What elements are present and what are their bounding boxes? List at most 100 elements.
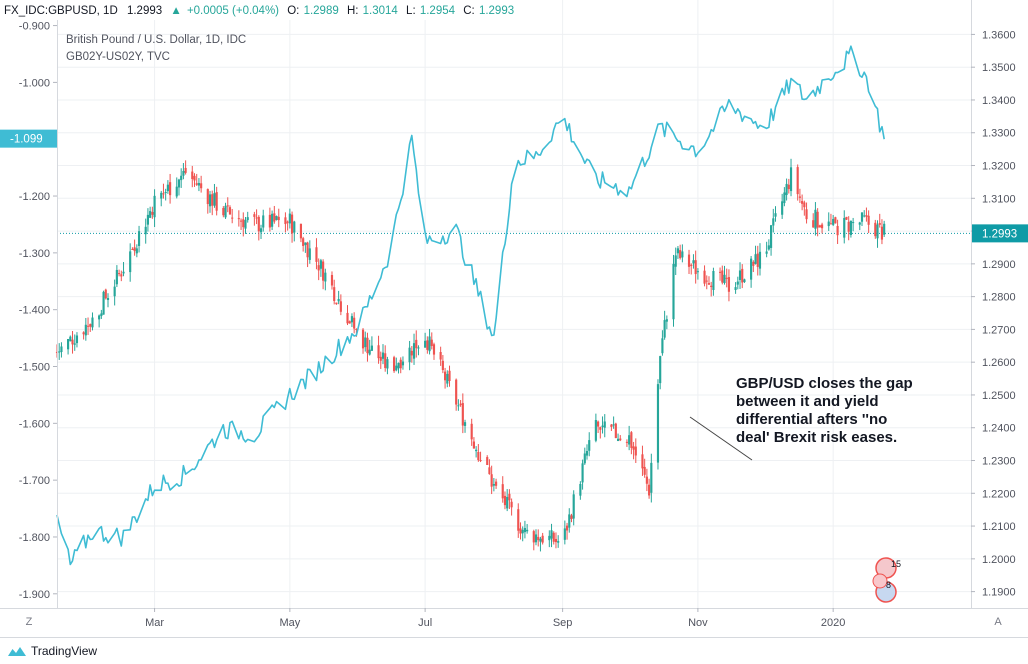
candle-down	[703, 265, 706, 287]
candle-down	[237, 210, 240, 227]
candle-body	[271, 213, 274, 227]
candle-body	[568, 514, 571, 528]
candle-body	[319, 260, 322, 269]
candle-body	[550, 530, 553, 539]
right-axis-tick-label: 1.2800	[982, 292, 1016, 304]
symbol-label: FX_IDC:GBPUSD, 1D	[4, 5, 118, 17]
candle-body	[834, 217, 837, 224]
candle-body	[339, 301, 342, 312]
candle-body	[880, 226, 884, 240]
candle-up	[408, 340, 411, 371]
candle-down	[353, 312, 356, 334]
candle-up	[401, 356, 405, 370]
candle-body	[534, 534, 538, 543]
auto-scale-button[interactable]: A	[994, 616, 1002, 628]
candle-body	[486, 457, 489, 465]
overlay-series-legend[interactable]: GB02Y-US02Y, TVC	[66, 51, 170, 63]
candle-up	[146, 208, 150, 232]
main-series-legend[interactable]: British Pound / U.S. Dollar, 1D, IDC	[66, 34, 246, 46]
candle-body	[253, 214, 256, 217]
candle-down	[878, 213, 881, 228]
candle-down	[339, 294, 342, 316]
candle-body	[812, 220, 815, 228]
candle-body	[86, 325, 90, 327]
candle-up	[849, 220, 852, 238]
candle-body	[501, 484, 504, 499]
open-value: 1.2989	[304, 5, 339, 17]
candle-body	[293, 221, 296, 233]
candle-up	[692, 254, 695, 269]
time-axis[interactable]: Mar May Jul Sep Nov 2020	[145, 608, 845, 629]
annotation-text[interactable]: GBP/USD closes the gap between it and yi…	[736, 375, 917, 446]
price-chart[interactable]: -0.900-1.000-1.100-1.200-1.300-1.400-1.5…	[0, 0, 1028, 637]
candle-body	[67, 339, 70, 350]
yield-spread-series[interactable]	[56, 45, 885, 566]
candle-body	[353, 317, 356, 329]
candle-body	[874, 222, 877, 237]
candle-up	[765, 241, 768, 258]
candle-up	[852, 217, 855, 232]
candle-body	[290, 214, 294, 234]
candle-down	[847, 216, 850, 241]
candle-down	[687, 249, 691, 274]
candle-body	[475, 449, 478, 452]
candle-down	[707, 276, 711, 285]
candle-down	[268, 207, 271, 232]
candle-down	[570, 513, 573, 523]
right-axis-tick-label: 1.3200	[982, 161, 1016, 173]
economic-events-badge[interactable]: 15 8	[872, 557, 901, 603]
candle-body	[565, 525, 569, 531]
zoom-corner-button[interactable]: Z	[26, 616, 33, 628]
event-badge-middle[interactable]	[872, 573, 888, 589]
candle-down	[317, 258, 320, 281]
candle-up	[736, 276, 739, 290]
candle-up	[674, 247, 677, 276]
candle-body	[60, 346, 63, 352]
candle-body	[226, 205, 229, 207]
candle-down	[648, 478, 651, 499]
candle-body	[304, 242, 307, 245]
candle-down	[643, 458, 646, 478]
candle-body	[503, 495, 507, 506]
right-axis-tick-label: 1.3400	[982, 95, 1016, 107]
candle-up	[102, 290, 105, 315]
candle-body	[330, 274, 334, 286]
candle-body	[492, 484, 495, 486]
candle-down	[798, 188, 801, 203]
right-axis[interactable]: 1.1900 1.2000 1.2100 1.2200 1.2300 1.2400 1.25…	[971, 29, 1016, 599]
candle-up	[548, 530, 551, 548]
candle-body	[211, 194, 214, 206]
candle-body	[634, 446, 637, 456]
candle-up	[67, 338, 70, 355]
header-background	[0, 0, 520, 20]
candle-up	[750, 255, 753, 288]
grid	[57, 0, 971, 608]
candle-up	[463, 419, 467, 433]
candle-down	[346, 305, 349, 326]
candle-body	[619, 438, 622, 441]
candle-body	[847, 221, 850, 232]
candle-up	[594, 413, 597, 443]
candle-body	[386, 359, 389, 369]
candle-up	[676, 246, 680, 259]
candle-up	[612, 416, 615, 429]
candle-body	[370, 345, 373, 351]
candle-body	[754, 254, 757, 264]
candle-up	[69, 335, 72, 342]
right-axis-tick-label: 1.3500	[982, 62, 1016, 74]
candle-down	[845, 216, 848, 221]
candle-up	[428, 328, 431, 355]
candle-up	[659, 355, 662, 390]
candle-down	[874, 219, 877, 239]
candle-down	[829, 213, 833, 225]
tradingview-brand[interactable]: TradingView	[8, 643, 97, 659]
right-axis-tick-label: 1.2400	[982, 423, 1016, 435]
candle-up	[734, 282, 737, 294]
high-label: H:	[347, 5, 359, 17]
candle-down	[399, 357, 402, 374]
candle-body	[705, 280, 708, 282]
candle-down	[299, 223, 303, 243]
candlestick-series[interactable]	[55, 158, 886, 552]
candle-body	[710, 285, 713, 288]
